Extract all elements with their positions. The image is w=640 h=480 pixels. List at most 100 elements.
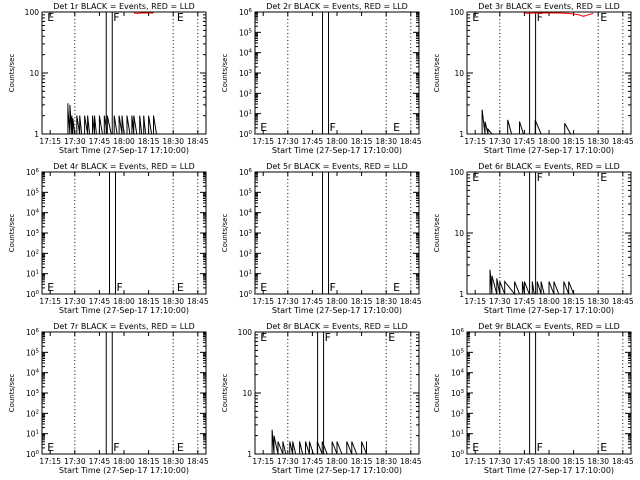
x-tick-label: 18:45 (187, 297, 209, 306)
y-tick-label: 102 (239, 89, 252, 98)
y-tick-label: 103 (239, 229, 253, 238)
y-tick-label: 100 (26, 290, 40, 299)
panel-title: Det 4r BLACK = Events, RED = LLD (53, 162, 195, 171)
x-axis-label: Start Time (27-Sep-17 17:10:00) (59, 306, 189, 315)
x-tick-label: 17:15 (39, 137, 61, 146)
x-tick-label: 17:30 (64, 137, 86, 146)
y-tick-label: 104 (26, 369, 40, 378)
marker-label-E: E (472, 171, 479, 184)
marker-label-F: F (537, 441, 543, 454)
x-tick-label: 18:30 (587, 457, 609, 466)
x-tick-label: 18:00 (326, 457, 348, 466)
x-tick-label: 18:00 (538, 137, 560, 146)
y-tick-label: 103 (451, 389, 465, 398)
x-tick-label: 18:30 (162, 137, 184, 146)
y-tick-label: 100 (450, 168, 465, 177)
x-tick-label: 18:30 (587, 137, 609, 146)
x-tick-label: 17:30 (277, 137, 299, 146)
x-tick-label: 17:45 (514, 457, 536, 466)
marker-label-E: E (600, 171, 607, 184)
y-tick-label: 102 (26, 409, 39, 418)
plot-frame (254, 331, 420, 455)
plot-frame (466, 11, 632, 135)
x-tick-label: 18:45 (612, 457, 634, 466)
y-tick-label: 101 (26, 270, 39, 279)
y-tick-label: 106 (239, 168, 253, 177)
marker-label-E: E (600, 11, 607, 24)
panel-title: Det 5r BLACK = Events, RED = LLD (266, 162, 408, 171)
x-axis-label: Start Time (27-Sep-17 17:10:00) (272, 146, 402, 155)
marker-label-F: F (330, 121, 336, 134)
x-tick-label: 17:45 (89, 457, 111, 466)
plot-frame (41, 11, 207, 135)
x-tick-label: 18:00 (326, 297, 348, 306)
y-tick-label: 104 (451, 369, 465, 378)
marker-label-E: E (47, 281, 54, 294)
x-tick-label: 17:30 (277, 457, 299, 466)
y-tick-label: 10 (454, 69, 464, 78)
x-tick-label: 17:15 (252, 297, 274, 306)
marker-label-E: E (260, 331, 267, 344)
y-axis-label: Counts/sec (433, 214, 441, 253)
x-tick-label: 18:45 (187, 457, 209, 466)
y-axis-label: Counts/sec (221, 214, 229, 253)
x-tick-label: 18:30 (162, 457, 184, 466)
x-tick-label: 17:30 (64, 297, 86, 306)
panel-title: Det 3r BLACK = Events, RED = LLD (478, 2, 620, 11)
marker-label-F: F (113, 441, 119, 454)
y-axis-label: Counts/sec (8, 54, 16, 93)
marker-label-F: F (113, 11, 119, 24)
y-tick-label: 105 (26, 348, 40, 357)
x-tick-label: 18:45 (187, 137, 209, 146)
x-axis-label: Start Time (27-Sep-17 17:10:00) (272, 306, 402, 315)
y-tick-label: 103 (26, 229, 40, 238)
marker-label-E: E (260, 121, 267, 134)
marker-label-F: F (537, 11, 543, 24)
x-tick-label: 17:15 (39, 297, 61, 306)
events-series (489, 269, 575, 296)
panel-title: Det 6r BLACK = Events, RED = LLD (478, 162, 620, 171)
y-tick-label: 102 (239, 249, 252, 258)
marker-label-E: E (393, 121, 400, 134)
x-tick-label: 18:00 (113, 297, 135, 306)
x-tick-label: 18:15 (563, 457, 585, 466)
x-tick-label: 18:00 (113, 457, 135, 466)
y-tick-label: 103 (26, 389, 40, 398)
marker-label-E: E (47, 441, 54, 454)
marker-label-F: F (330, 281, 336, 294)
x-tick-label: 17:15 (464, 457, 486, 466)
x-tick-label: 17:15 (464, 297, 486, 306)
marker-label-E: E (388, 331, 395, 344)
y-tick-label: 100 (238, 328, 253, 337)
y-tick-label: 10 (29, 69, 39, 78)
x-tick-label: 18:00 (113, 137, 135, 146)
y-tick-label: 101 (239, 270, 252, 279)
x-tick-label: 17:45 (89, 137, 111, 146)
x-axis-label: Start Time (27-Sep-17 17:10:00) (484, 466, 614, 475)
marker-label-E: E (472, 11, 479, 24)
y-tick-label: 10 (454, 229, 464, 238)
x-tick-label: 18:30 (162, 297, 184, 306)
y-tick-label: 1 (459, 130, 464, 139)
y-tick-label: 104 (239, 209, 253, 218)
y-axis-label: Counts/sec (221, 374, 229, 413)
x-tick-label: 17:15 (464, 137, 486, 146)
x-axis-label: Start Time (27-Sep-17 17:10:00) (484, 306, 614, 315)
x-tick-label: 18:30 (375, 137, 397, 146)
plot-frame (466, 331, 632, 455)
x-tick-label: 18:45 (612, 297, 634, 306)
x-tick-label: 17:30 (489, 297, 511, 306)
marker-label-E: E (600, 441, 607, 454)
plot-frame (41, 331, 207, 455)
y-tick-label: 100 (451, 450, 465, 459)
y-tick-label: 1 (459, 290, 464, 299)
plot-frame (254, 11, 420, 135)
x-tick-label: 17:45 (514, 137, 536, 146)
x-tick-label: 18:30 (375, 457, 397, 466)
y-axis-label: Counts/sec (433, 54, 441, 93)
x-tick-label: 18:15 (351, 297, 373, 306)
